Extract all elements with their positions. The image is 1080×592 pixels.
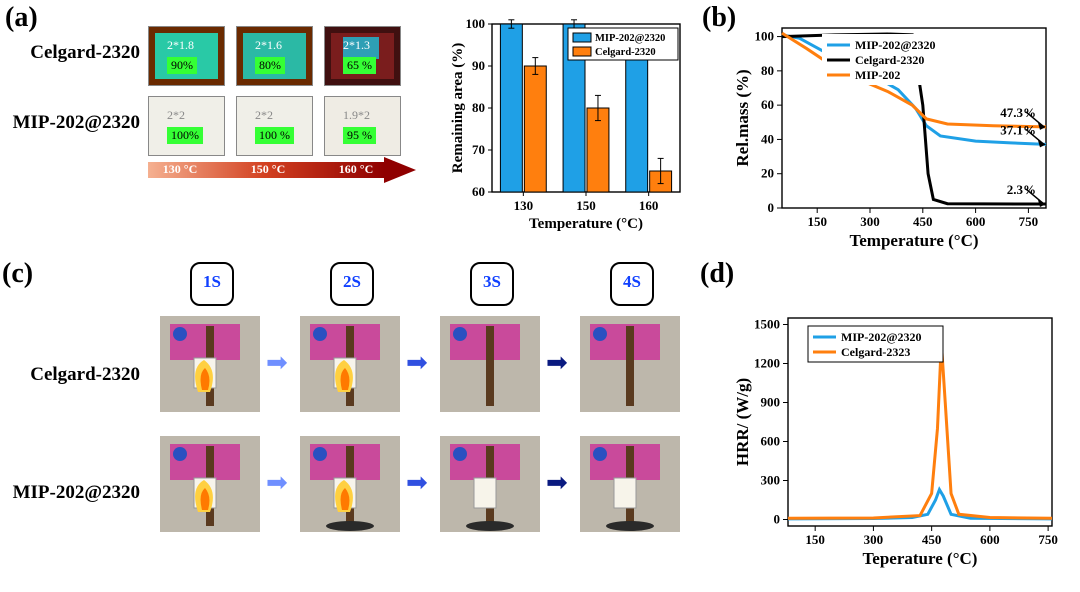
- panel-a-bar-chart: 60 70 80 90 100 130 150 160 Temperature (°C) Rema…: [448, 16, 686, 232]
- time-badge: 1S: [190, 262, 234, 306]
- svg-text:2.3%: 2.3%: [1007, 182, 1036, 197]
- shrink-thumb: 1.9*295 %: [324, 96, 401, 156]
- svg-text:Teperature (°C): Teperature (°C): [863, 549, 978, 568]
- sequence-arrow-icon: ➡: [266, 348, 288, 378]
- flame-test-photo: [440, 316, 540, 412]
- panel-c-celgard-label: Celgard-2320: [10, 364, 140, 386]
- panel-b-tga-chart: 150 300 450 600 750 0 20 40 60 80 100 Temperature (…: [732, 20, 1064, 250]
- time-badge: 2S: [330, 262, 374, 306]
- svg-text:130: 130: [514, 198, 534, 213]
- shrink-thumb: 2*2100 %: [236, 96, 313, 156]
- time-badge: 3S: [470, 262, 514, 306]
- svg-text:47.3%: 47.3%: [1000, 105, 1036, 120]
- svg-text:300: 300: [860, 214, 880, 229]
- flame-test-photo: [580, 436, 680, 532]
- panel-c-mip-label: MIP-202@2320: [10, 482, 140, 504]
- svg-text:Temperature (°C): Temperature (°C): [849, 231, 978, 250]
- temp-tick-150: 150 °C: [248, 162, 288, 177]
- svg-text:600: 600: [761, 434, 781, 449]
- svg-text:0: 0: [768, 200, 775, 215]
- flame-test-photo: [440, 436, 540, 532]
- svg-text:150: 150: [805, 532, 825, 547]
- svg-text:0: 0: [774, 512, 781, 527]
- flame-test-photo: [160, 436, 260, 532]
- shrink-thumb: 2*1.680%: [236, 26, 313, 86]
- svg-text:600: 600: [966, 214, 986, 229]
- shrink-thumb: 2*1.890%: [148, 26, 225, 86]
- flame-test-photo: [580, 316, 680, 412]
- svg-text:MIP-202@2320: MIP-202@2320: [841, 330, 921, 344]
- svg-text:37.1%: 37.1%: [1000, 122, 1036, 137]
- svg-text:100: 100: [466, 16, 486, 31]
- svg-text:100: 100: [755, 29, 775, 44]
- svg-text:450: 450: [913, 214, 933, 229]
- svg-text:60: 60: [472, 184, 485, 199]
- svg-text:Celgard-2323: Celgard-2323: [841, 345, 910, 359]
- sequence-arrow-icon: ➡: [406, 468, 428, 498]
- shrink-thumb: 2*2100%: [148, 96, 225, 156]
- flame-test-photo: [160, 316, 260, 412]
- svg-text:750: 750: [1019, 214, 1039, 229]
- svg-text:150: 150: [576, 198, 596, 213]
- svg-text:80: 80: [472, 100, 485, 115]
- svg-text:1200: 1200: [754, 356, 780, 371]
- svg-text:300: 300: [761, 473, 781, 488]
- flame-test-photo: [300, 436, 400, 532]
- panel-a-mip-label: MIP-202@2320: [10, 112, 140, 134]
- sequence-arrow-icon: ➡: [266, 468, 288, 498]
- panel-d-label: (d): [700, 258, 734, 290]
- svg-text:MIP-202@2320: MIP-202@2320: [595, 33, 665, 44]
- figure-root: (a) (b) (c) (d) Celgard-2320 MIP-202@232…: [0, 0, 1080, 592]
- svg-text:150: 150: [807, 214, 827, 229]
- svg-text:60: 60: [761, 97, 774, 112]
- sequence-arrow-icon: ➡: [546, 468, 568, 498]
- svg-text:750: 750: [1038, 532, 1058, 547]
- svg-text:MIP-202@2320: MIP-202@2320: [855, 38, 935, 52]
- svg-text:MIP-202: MIP-202: [855, 68, 900, 82]
- temp-tick-160: 160 °C: [336, 162, 376, 177]
- svg-text:HRR/ (W/g): HRR/ (W/g): [733, 378, 752, 466]
- svg-text:300: 300: [864, 532, 884, 547]
- shrink-thumb: 2*1.365 %: [324, 26, 401, 86]
- svg-text:80: 80: [761, 63, 774, 78]
- svg-text:Celgard-2320: Celgard-2320: [595, 47, 656, 58]
- svg-text:Rel.mass (%): Rel.mass (%): [733, 69, 752, 166]
- svg-text:1500: 1500: [754, 317, 780, 332]
- svg-text:450: 450: [922, 532, 942, 547]
- svg-text:40: 40: [761, 131, 774, 146]
- svg-text:70: 70: [472, 142, 485, 157]
- svg-text:900: 900: [761, 395, 781, 410]
- time-badge: 4S: [610, 262, 654, 306]
- svg-text:Remaining area (%): Remaining area (%): [450, 43, 466, 174]
- flame-test-photo: [300, 316, 400, 412]
- svg-text:Temperature (°C): Temperature (°C): [529, 216, 643, 232]
- panel-c-label: (c): [2, 258, 33, 290]
- svg-text:20: 20: [761, 166, 774, 181]
- temp-tick-130: 130 °C: [160, 162, 200, 177]
- sequence-arrow-icon: ➡: [546, 348, 568, 378]
- panel-a-label: (a): [5, 2, 38, 34]
- sequence-arrow-icon: ➡: [406, 348, 428, 378]
- temperature-gradient-arrow: 130 °C 150 °C 160 °C: [148, 160, 400, 180]
- panel-d-hrr-chart: 150 300 450 600 750 0 300 600 900 1200 1500 Teperat…: [732, 310, 1064, 568]
- svg-text:Celgard-2320: Celgard-2320: [855, 53, 924, 67]
- svg-text:160: 160: [639, 198, 659, 213]
- svg-text:90: 90: [472, 58, 485, 73]
- panel-a-celgard-label: Celgard-2320: [10, 42, 140, 64]
- svg-text:600: 600: [980, 532, 1000, 547]
